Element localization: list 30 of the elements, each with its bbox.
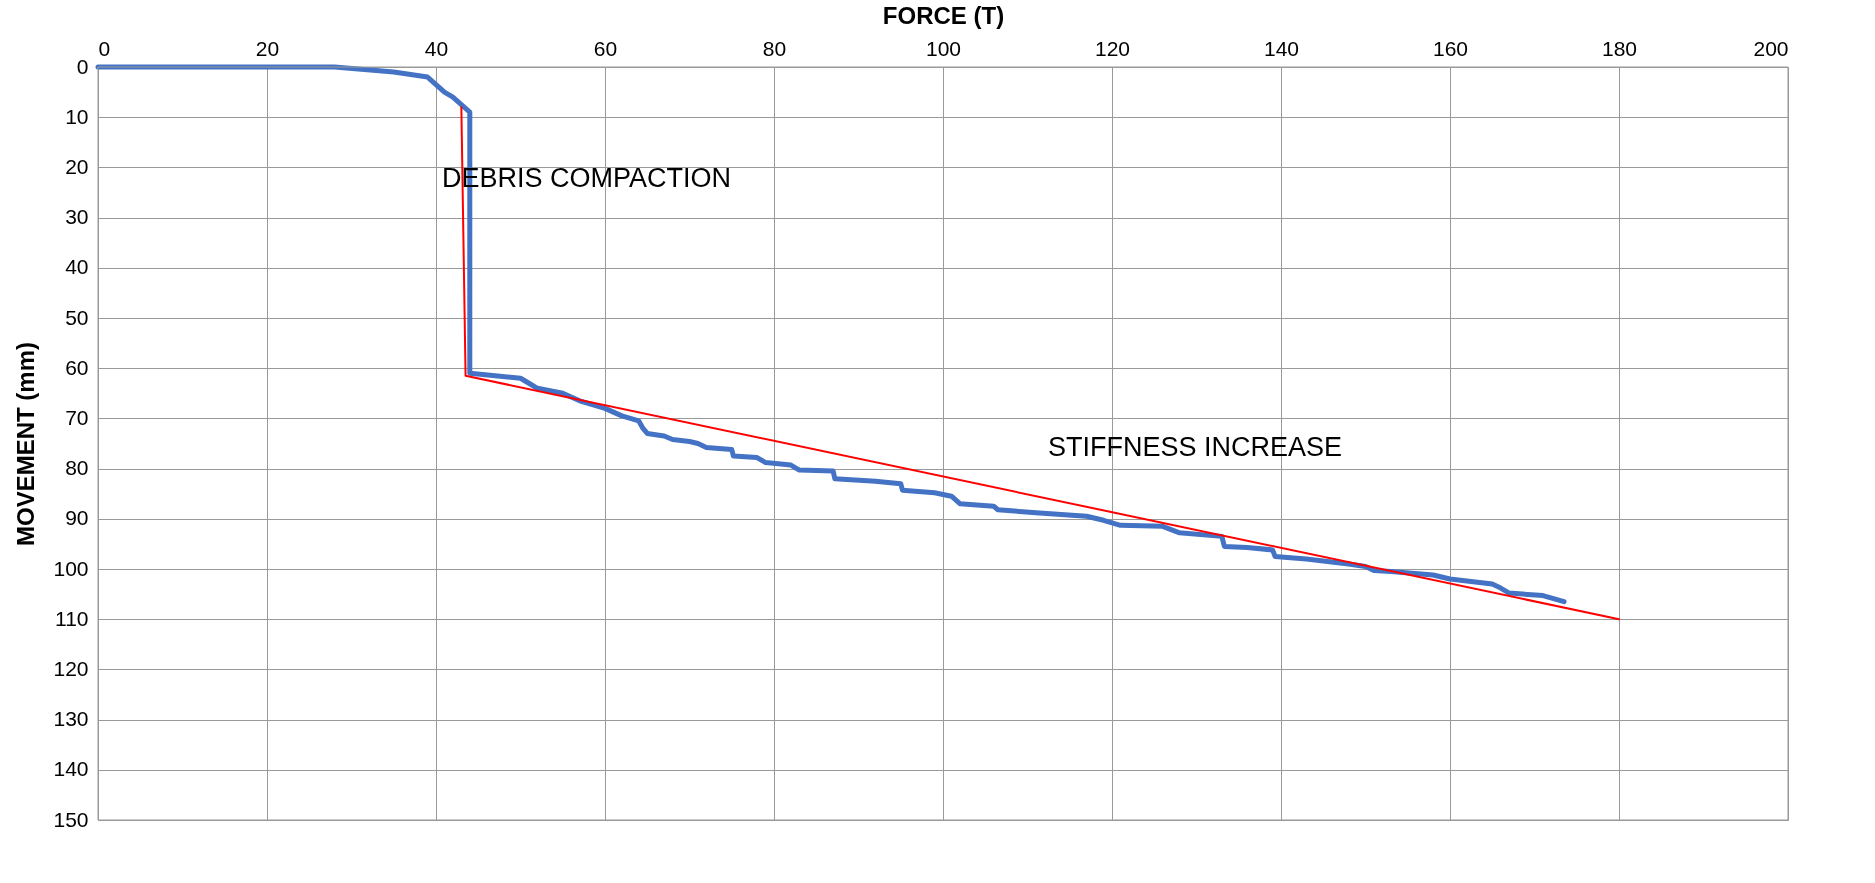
y-tick-label: 130	[53, 707, 89, 731]
x-axis-title: FORCE (T)	[882, 1, 1005, 29]
x-tick-label: 0	[98, 36, 111, 60]
y-tick-label: 20	[65, 154, 89, 178]
y-tick-label: 150	[53, 807, 89, 831]
x-tick-label: 20	[255, 36, 280, 60]
y-tick-label: 140	[53, 757, 89, 781]
x-tick-label: 180	[1601, 36, 1638, 60]
x-tick-label: 80	[762, 36, 787, 60]
x-tick-label: 40	[424, 36, 449, 60]
x-tick-label: 60	[593, 36, 618, 60]
x-tick-label: 160	[1432, 36, 1469, 60]
y-tick-label: 70	[65, 405, 89, 429]
y-tick-label: 10	[65, 104, 89, 128]
x-tick-label: 100	[925, 36, 962, 60]
y-tick-label: 0	[76, 54, 89, 78]
x-tick-label: 140	[1263, 36, 1300, 60]
y-tick-label: 60	[65, 355, 89, 379]
x-tick-label: 120	[1094, 36, 1131, 60]
x-tick-label: 200	[1753, 36, 1789, 60]
y-tick-label: 90	[65, 506, 89, 530]
y-tick-label: 40	[65, 255, 89, 279]
y-tick-label: 30	[65, 205, 89, 229]
y-axis-title: MOVEMENT (mm)	[12, 342, 40, 546]
y-tick-label: 80	[65, 456, 89, 480]
annotation: STIFFNESS INCREASE	[1048, 432, 1343, 462]
y-tick-label: 110	[55, 606, 89, 630]
y-tick-label: 50	[65, 305, 89, 329]
y-tick-label: 100	[53, 556, 89, 580]
y-tick-label: 120	[53, 656, 89, 680]
